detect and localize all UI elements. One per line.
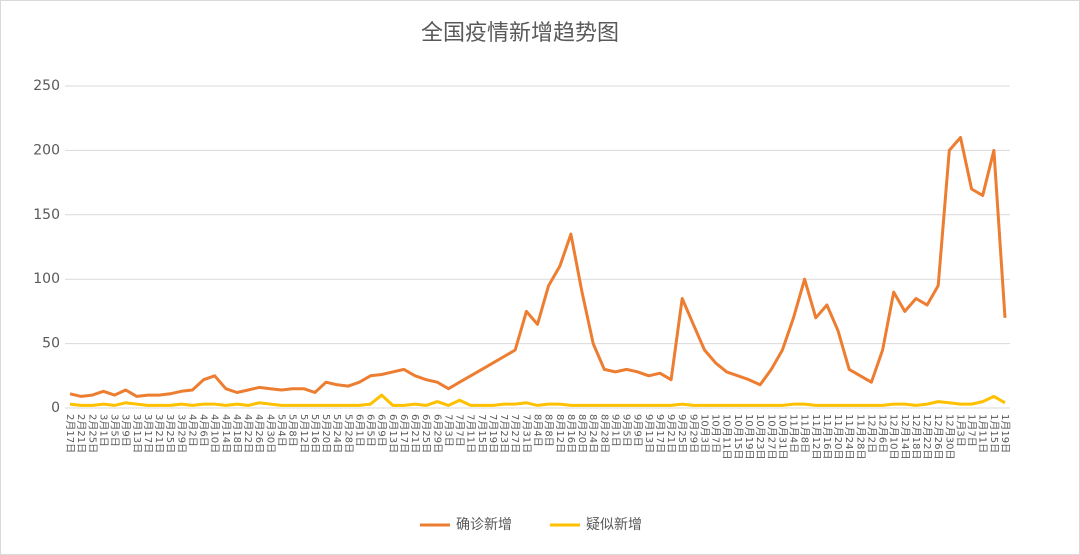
- x-tick-label: 10月27日: [765, 414, 777, 459]
- x-tick-label: 5月20日: [320, 414, 332, 453]
- x-tick-label: 12月2日: [865, 414, 877, 453]
- x-tick-label: 3月9日: [120, 414, 132, 447]
- x-tick-label: 5月16日: [309, 414, 321, 453]
- x-tick-label: 7月31日: [520, 414, 532, 453]
- y-tick-label: 100: [33, 271, 60, 287]
- y-tick-label: 250: [33, 78, 60, 94]
- x-tick-label: 9月29日: [687, 414, 699, 453]
- x-tick-label: 8月12日: [554, 414, 566, 453]
- x-tick-label: 2月17日: [64, 414, 76, 453]
- x-tick-label: 5月4日: [275, 414, 287, 447]
- x-tick-label: 1月3日: [954, 414, 966, 447]
- x-tick-label: 10月23日: [754, 414, 766, 459]
- x-tick-label: 11月24日: [843, 414, 855, 459]
- x-tick-label: 3月13日: [131, 414, 143, 453]
- x-tick-label: 1月11日: [977, 414, 989, 453]
- x-tick-label: 7月3日: [442, 414, 454, 447]
- x-tick-label: 12月14日: [899, 414, 911, 459]
- x-tick-label: 11月20日: [832, 414, 844, 459]
- x-tick-label: 5月28日: [342, 414, 354, 453]
- x-tick-label: 4月30日: [264, 414, 276, 453]
- x-tick-label: 7月23日: [498, 414, 510, 453]
- x-tick-label: 10月3日: [698, 414, 710, 453]
- x-tick-label: 8月16日: [565, 414, 577, 453]
- x-tick-label: 8月20日: [576, 414, 588, 453]
- legend-label: 确诊新增: [456, 517, 512, 533]
- x-tick-label: 12月30日: [943, 414, 955, 459]
- x-tick-label: 10月7日: [710, 414, 722, 453]
- y-tick-label: 0: [51, 400, 60, 416]
- x-tick-label: 12月26日: [932, 414, 944, 459]
- x-tick-label: 4月2日: [186, 414, 198, 447]
- x-tick-label: 6月29日: [431, 414, 443, 453]
- x-tick-label: 12月18日: [910, 414, 922, 459]
- x-tick-label: 12月6日: [877, 414, 889, 453]
- x-tick-label: 10月31日: [776, 414, 788, 459]
- x-tick-label: 3月1日: [97, 414, 109, 447]
- x-tick-label: 6月21日: [409, 414, 421, 453]
- x-tick-label: 1月7日: [966, 414, 978, 447]
- x-tick-label: 6月13日: [387, 414, 399, 453]
- x-tick-label: 2月25日: [86, 414, 98, 453]
- x-tick-label: 7月11日: [465, 414, 477, 453]
- x-tick-label: 12月22日: [921, 414, 933, 459]
- x-tick-label: 4月26日: [253, 414, 265, 453]
- x-tick-label: 11月16日: [821, 414, 833, 459]
- x-tick-label: 11月4日: [788, 414, 800, 453]
- x-tick-label: 6月5日: [365, 414, 377, 447]
- x-tick-label: 10月15日: [732, 414, 744, 459]
- x-tick-label: 12月10日: [888, 414, 900, 459]
- x-tick-label: 6月9日: [376, 414, 388, 447]
- x-tick-label: 11月8日: [799, 414, 811, 453]
- x-tick-label: 4月10日: [209, 414, 221, 453]
- x-tick-label: 6月1日: [353, 414, 365, 447]
- x-tick-label: 5月24日: [331, 414, 343, 453]
- x-tick-label: 8月4日: [532, 414, 544, 447]
- x-tick-label: 9月17日: [654, 414, 666, 453]
- x-tick-label: 7月19日: [487, 414, 499, 453]
- x-tick-label: 10月11日: [721, 414, 733, 459]
- x-tick-label: 3月21日: [153, 414, 165, 453]
- x-tick-label: 6月17日: [398, 414, 410, 453]
- x-tick-label: 4月6日: [198, 414, 210, 447]
- x-tick-label: 7月7日: [454, 414, 466, 447]
- x-tick-label: 9月13日: [643, 414, 655, 453]
- x-tick-label: 8月28日: [598, 414, 610, 453]
- x-tick-label: 2月21日: [75, 414, 87, 453]
- legend-label: 疑似新增: [586, 517, 642, 533]
- chart-title: 全国疫情新增趋势图: [421, 21, 619, 46]
- x-tick-label: 11月12日: [810, 414, 822, 459]
- x-tick-label: 1月19日: [999, 414, 1011, 453]
- x-tick-label: 3月5日: [109, 414, 121, 447]
- x-tick-label: 4月22日: [242, 414, 254, 453]
- x-tick-label: 3月25日: [164, 414, 176, 453]
- x-tick-label: 6月25日: [420, 414, 432, 453]
- x-tick-label: 9月9日: [632, 414, 644, 447]
- x-tick-label: 7月15日: [476, 414, 488, 453]
- y-tick-label: 200: [33, 142, 60, 158]
- y-tick-label: 150: [33, 207, 60, 223]
- x-tick-label: 8月24日: [587, 414, 599, 453]
- x-tick-label: 9月25日: [676, 414, 688, 453]
- x-tick-label: 8月8日: [543, 414, 555, 447]
- x-tick-label: 9月21日: [665, 414, 677, 453]
- x-tick-label: 1月15日: [988, 414, 1000, 453]
- x-tick-label: 9月1日: [609, 414, 621, 447]
- y-tick-label: 50: [42, 336, 60, 352]
- x-tick-label: 3月29日: [175, 414, 187, 453]
- x-tick-label: 9月5日: [621, 414, 633, 447]
- x-tick-label: 5月12日: [298, 414, 310, 453]
- x-tick-label: 5月8日: [287, 414, 299, 447]
- x-tick-label: 7月27日: [509, 414, 521, 453]
- line-series: [69, 136, 1007, 398]
- x-tick-label: 4月18日: [231, 414, 243, 453]
- x-tick-label: 3月17日: [142, 414, 154, 453]
- line-series: [69, 393, 1006, 407]
- x-tick-label: 10月19日: [743, 414, 755, 459]
- x-tick-label: 4月14日: [220, 414, 232, 453]
- x-tick-label: 11月28日: [854, 414, 866, 459]
